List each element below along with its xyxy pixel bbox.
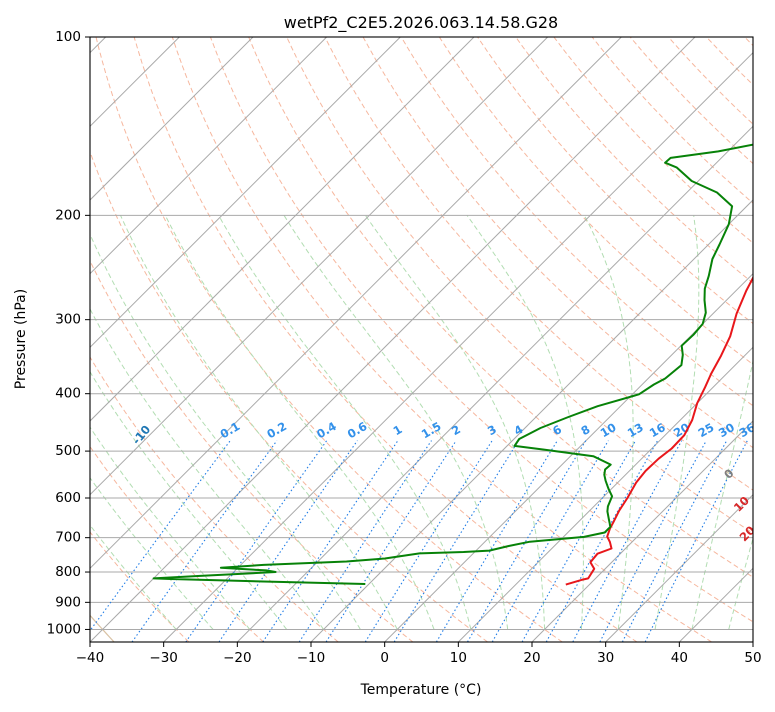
- y-tick-label: 400: [55, 386, 81, 402]
- y-tick-label: 700: [55, 530, 81, 546]
- x-tick-label: 40: [671, 650, 688, 666]
- y-tick-label: 200: [55, 207, 81, 223]
- x-tick-label: 0: [380, 650, 389, 666]
- y-tick-label: 100: [55, 29, 81, 45]
- y-tick-label: 1000: [47, 621, 81, 637]
- x-axis-label: Temperature (°C): [360, 682, 482, 698]
- x-tick-label: 10: [450, 650, 467, 666]
- x-tick-label: 30: [597, 650, 614, 666]
- x-tick-label: 50: [744, 650, 761, 666]
- x-tick-label: −10: [297, 650, 326, 666]
- chart-title: wetPf2_C2E5.2026.063.14.58.G28: [284, 13, 558, 33]
- y-tick-label: 500: [55, 443, 81, 459]
- x-tick-label: 20: [523, 650, 540, 666]
- x-tick-label: −40: [76, 650, 105, 666]
- y-tick-label: 900: [55, 594, 81, 610]
- y-tick-label: 300: [55, 312, 81, 328]
- x-tick-label: −30: [149, 650, 178, 666]
- y-tick-label: 600: [55, 490, 81, 506]
- y-axis-label: Pressure (hPa): [13, 289, 29, 389]
- y-tick-label: 800: [55, 564, 81, 580]
- x-tick-label: −20: [223, 650, 252, 666]
